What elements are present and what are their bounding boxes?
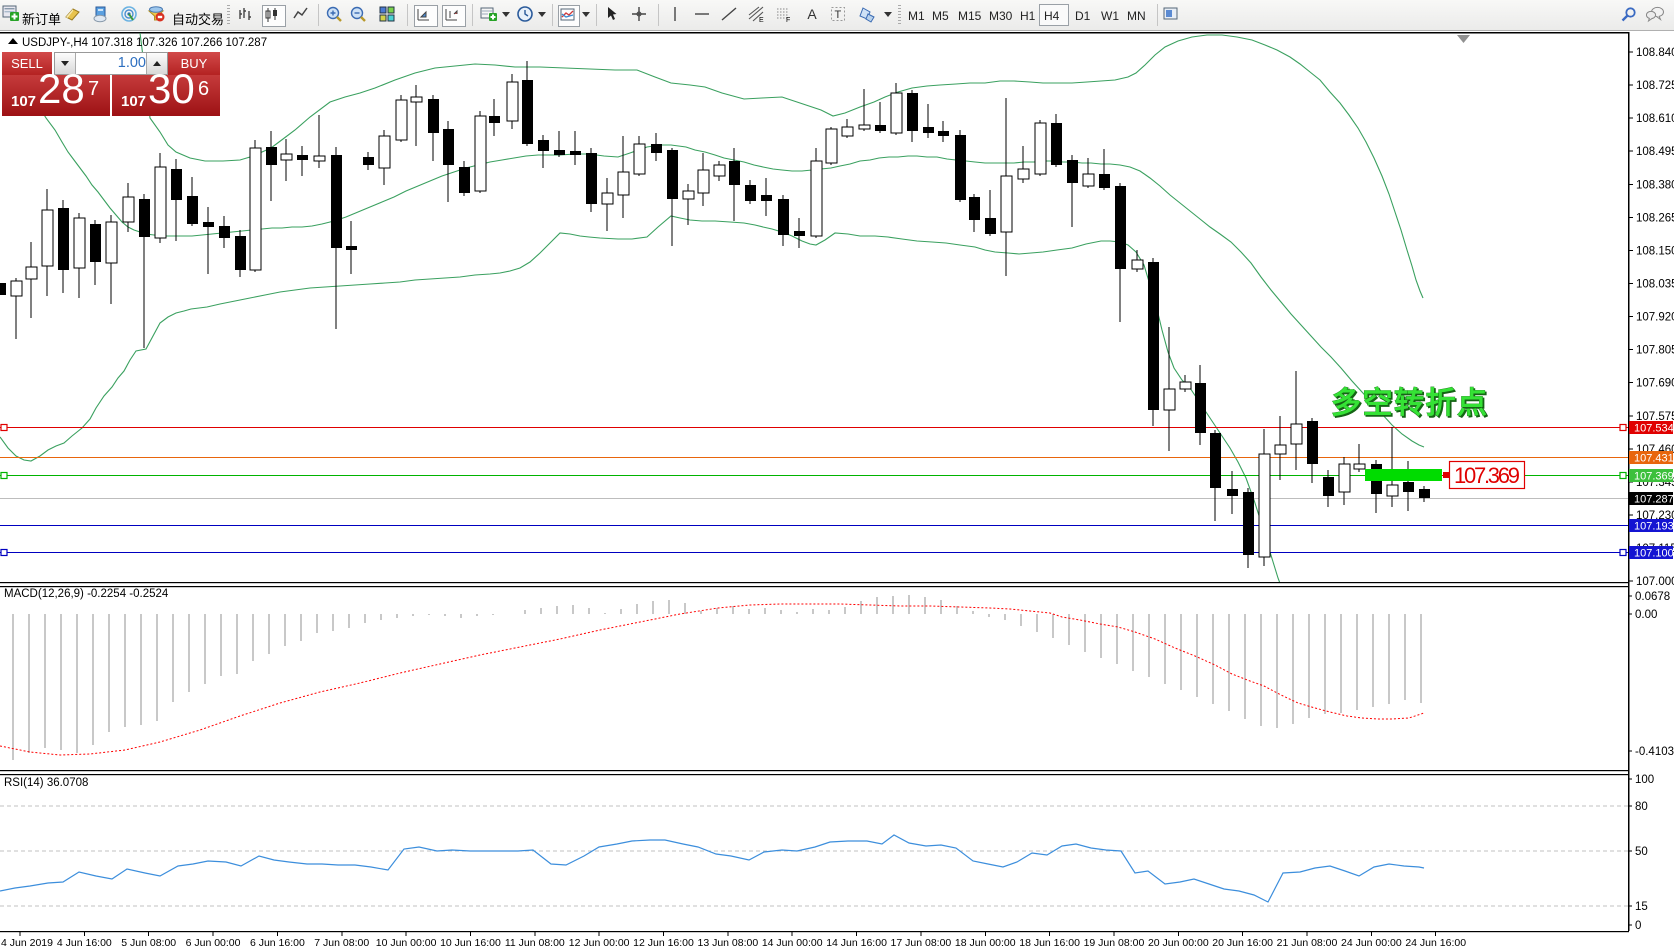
svg-text:108.840: 108.840 xyxy=(1636,47,1674,59)
svg-text:18 Jun 16:00: 18 Jun 16:00 xyxy=(1019,937,1080,949)
svg-text:107.690: 107.690 xyxy=(1636,378,1674,390)
svg-text:20 Jun 16:00: 20 Jun 16:00 xyxy=(1212,937,1273,949)
svg-text:F: F xyxy=(786,17,790,23)
svg-text:0.00: 0.00 xyxy=(1635,609,1657,621)
svg-text:50: 50 xyxy=(1635,846,1648,858)
svg-text:11 Jun 08:00: 11 Jun 08:00 xyxy=(505,937,565,949)
svg-text:108.380: 108.380 xyxy=(1636,179,1674,191)
svg-text:108.265: 108.265 xyxy=(1636,212,1674,224)
svg-text:4 Jun 16:00: 4 Jun 16:00 xyxy=(57,937,112,949)
svg-text:E: E xyxy=(759,17,764,23)
svg-text:107.287: 107.287 xyxy=(1634,494,1674,506)
svg-text:T: T xyxy=(835,9,842,21)
svg-text:108.495: 108.495 xyxy=(1636,146,1674,158)
svg-text:108.035: 108.035 xyxy=(1636,278,1674,290)
svg-text:17 Jun 08:00: 17 Jun 08:00 xyxy=(891,937,952,949)
svg-text:108.150: 108.150 xyxy=(1636,245,1674,257)
svg-text:107.805: 107.805 xyxy=(1636,345,1674,357)
svg-text:6 Jun 00:00: 6 Jun 00:00 xyxy=(186,937,241,949)
svg-text:107.193: 107.193 xyxy=(1634,521,1674,533)
svg-text:107.920: 107.920 xyxy=(1636,312,1674,324)
svg-text:24 Jun 16:00: 24 Jun 16:00 xyxy=(1405,937,1466,949)
svg-text:USDJPY-,H4 107.318 107.326 10: USDJPY-,H4 107.318 107.326 107.266 107.2… xyxy=(22,37,267,49)
svg-text:13 Jun 08:00: 13 Jun 08:00 xyxy=(697,937,758,949)
svg-text:18 Jun 00:00: 18 Jun 00:00 xyxy=(955,937,1016,949)
svg-text:24 Jun 00:00: 24 Jun 00:00 xyxy=(1341,937,1402,949)
svg-text:107.575: 107.575 xyxy=(1636,411,1674,423)
svg-text:10 Jun 00:00: 10 Jun 00:00 xyxy=(376,937,437,949)
svg-text:15: 15 xyxy=(1635,901,1648,913)
svg-text:7 Jun 08:00: 7 Jun 08:00 xyxy=(314,937,369,949)
svg-text:107.431: 107.431 xyxy=(1634,453,1674,465)
svg-text:14 Jun 16:00: 14 Jun 16:00 xyxy=(826,937,887,949)
svg-text:80: 80 xyxy=(1635,801,1648,813)
svg-text:多空转折点: 多空转折点 xyxy=(1331,387,1489,420)
svg-text:107.369: 107.369 xyxy=(1634,471,1674,483)
svg-text:20 Jun 00:00: 20 Jun 00:00 xyxy=(1148,937,1209,949)
svg-text:19 Jun 08:00: 19 Jun 08:00 xyxy=(1084,937,1145,949)
svg-text:108.610: 108.610 xyxy=(1636,113,1674,125)
svg-text:107.230: 107.230 xyxy=(1636,510,1674,522)
svg-text:12 Jun 16:00: 12 Jun 16:00 xyxy=(633,937,694,949)
svg-text:12 Jun 00:00: 12 Jun 00:00 xyxy=(569,937,630,949)
svg-text:-0.4103: -0.4103 xyxy=(1635,746,1674,758)
svg-text:107.000: 107.000 xyxy=(1636,576,1674,588)
svg-text:107.534: 107.534 xyxy=(1634,423,1674,435)
svg-text:0: 0 xyxy=(1635,920,1641,932)
svg-text:0.0678: 0.0678 xyxy=(1635,591,1670,603)
svg-text:RSI(14) 36.0708: RSI(14) 36.0708 xyxy=(4,777,88,789)
svg-text:21 Jun 08:00: 21 Jun 08:00 xyxy=(1277,937,1338,949)
svg-text:107.369: 107.369 xyxy=(1454,463,1520,488)
svg-text:107.100: 107.100 xyxy=(1634,548,1674,560)
svg-text:6 Jun 16:00: 6 Jun 16:00 xyxy=(250,937,305,949)
svg-text:5 Jun 08:00: 5 Jun 08:00 xyxy=(121,937,176,949)
svg-text:MACD(12,26,9) -0.2254 -0.2524: MACD(12,26,9) -0.2254 -0.2524 xyxy=(4,588,169,600)
svg-text:100: 100 xyxy=(1635,774,1654,786)
svg-text:14 Jun 00:00: 14 Jun 00:00 xyxy=(762,937,823,949)
svg-text:108.725: 108.725 xyxy=(1636,80,1674,92)
svg-text:4 Jun 2019: 4 Jun 2019 xyxy=(1,937,53,949)
svg-text:10 Jun 16:00: 10 Jun 16:00 xyxy=(440,937,501,949)
